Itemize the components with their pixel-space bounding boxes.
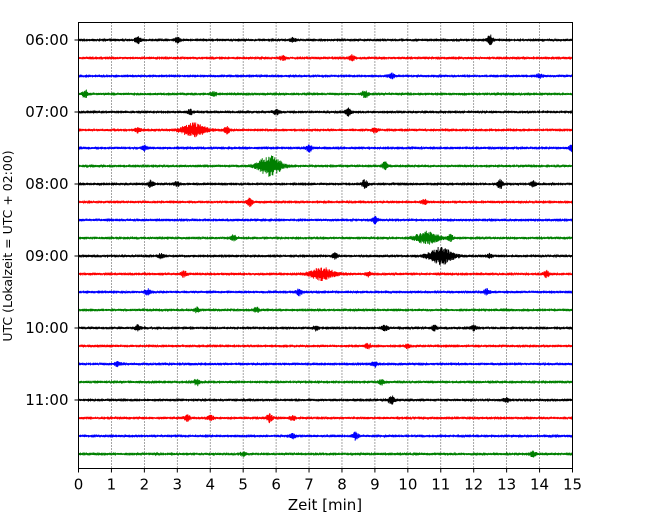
vertical-gridlines: [111, 22, 540, 469]
x-tick-label: 14: [530, 476, 549, 494]
trace-row-1130: [78, 431, 573, 441]
trace-row-1045: [78, 378, 573, 387]
x-tick-label: 7: [304, 476, 314, 494]
x-tick-label: 11: [431, 476, 450, 494]
x-tick-label: 6: [271, 476, 281, 494]
trace-row-0915: [78, 267, 573, 281]
trace-row-0745: [78, 155, 573, 177]
trace-row-0830: [78, 216, 573, 225]
x-tick-label: 3: [173, 476, 183, 494]
x-tick-label: 0: [74, 476, 84, 494]
trace-row-1015: [78, 342, 573, 350]
trace-row-0615: [78, 54, 573, 62]
x-axis-label: Zeit [min]: [288, 496, 362, 514]
trace-row-0900: [78, 246, 573, 266]
trace-row-0800: [78, 178, 573, 189]
x-tick-label: 5: [238, 476, 248, 494]
trace-row-1000: [78, 324, 573, 332]
x-tick-label: 1: [107, 476, 117, 494]
x-axis: 0 1 2 3 4 5 6 7 8 9 10 11 12 13 14 15: [74, 468, 582, 494]
x-tick-label: 4: [205, 476, 215, 494]
x-tick-label: 12: [464, 476, 483, 494]
trace-row-1100: [78, 395, 573, 405]
trace-row-1115: [78, 413, 573, 424]
y-tick-label: 07:00: [25, 103, 68, 121]
trace-row-0815: [78, 197, 573, 208]
trace-row-0845: [78, 230, 573, 245]
trace-row-0945: [78, 306, 573, 314]
y-axis: 06:00 07:00 08:00 09:00 10:00 11:00: [25, 31, 79, 409]
x-tick-label: 10: [398, 476, 417, 494]
trace-row-0630: [78, 72, 573, 80]
y-tick-label: 10:00: [25, 319, 68, 337]
y-axis-label: UTC (Lokalzeit = UTC + 02:00): [0, 150, 15, 341]
trace-row-0645: [78, 89, 573, 99]
trace-row-0930: [78, 288, 573, 297]
x-tick-label: 8: [337, 476, 347, 494]
trace-row-0600: [78, 34, 573, 46]
y-tick-label: 06:00: [25, 31, 68, 49]
trace-row-1030: [78, 361, 573, 368]
y-tick-label: 11:00: [25, 391, 68, 409]
y-tick-label: 09:00: [25, 247, 68, 265]
x-tick-label: 9: [370, 476, 380, 494]
plot-frame: [78, 22, 573, 469]
trace-row-1145: [78, 450, 573, 458]
x-tick-label: 2: [140, 476, 150, 494]
seismic-traces: [78, 34, 573, 458]
y-tick-label: 08:00: [25, 175, 68, 193]
trace-row-0700: [78, 107, 573, 117]
trace-row-0730: [78, 144, 573, 153]
x-tick-label: 15: [563, 476, 582, 494]
trace-row-0715: [78, 122, 573, 138]
x-tick-label: 13: [497, 476, 516, 494]
